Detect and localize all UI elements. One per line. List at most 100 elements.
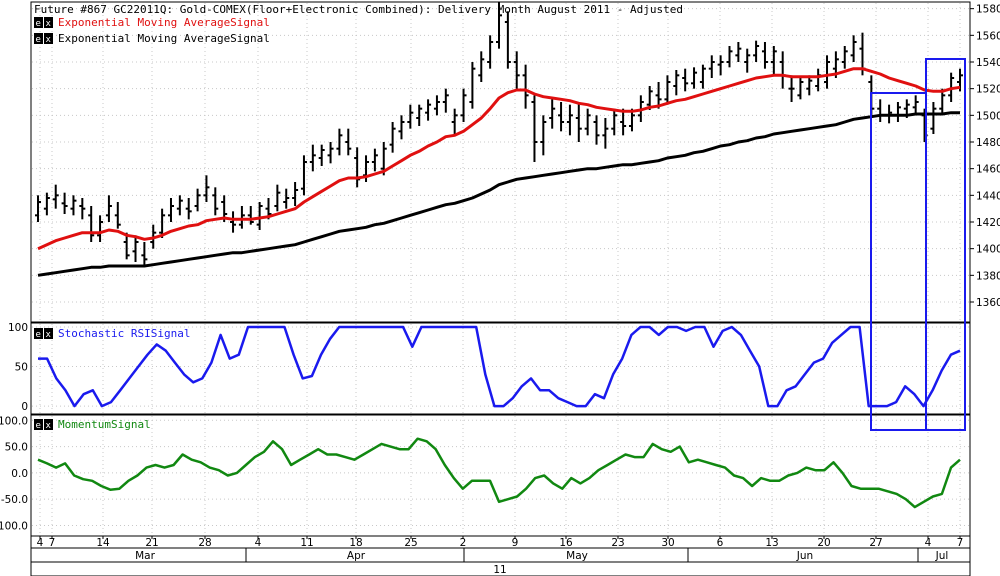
ohlc-bar [371, 148, 378, 172]
ohlc-bar [620, 108, 627, 136]
ohlc-bar [105, 195, 112, 222]
year-label: 11 [493, 564, 506, 576]
momentum-tick-label: 100.0 [0, 415, 28, 427]
ohlc-bar [566, 104, 573, 136]
ohlc-bar [451, 108, 458, 136]
ohlc-bar [283, 188, 290, 209]
chart-title: Future #867 GC22011Q: Gold-COMEX(Floor+E… [34, 3, 683, 16]
day-tick-label: 4 [37, 537, 44, 549]
ohlc-bar [238, 206, 245, 229]
ohlc-bar [389, 122, 396, 153]
ohlc-bar [824, 55, 831, 89]
ohlc-bar [114, 202, 121, 229]
legend-stochastic-rsi: Stochastic RSISignal [58, 327, 190, 340]
price-tick-label: 1460 [976, 164, 1000, 176]
month-label: Jul [935, 550, 949, 562]
price-panel [30, 1, 971, 323]
badge-x-label: x [46, 330, 52, 340]
ohlc-bar [788, 75, 795, 102]
day-tick-label: 4 [925, 537, 932, 549]
ohlc-bar [300, 155, 307, 196]
ohlc-bar [797, 78, 804, 100]
day-tick-label: 27 [869, 537, 882, 549]
ohlc-bar [753, 40, 760, 62]
day-tick-label: 13 [765, 537, 778, 549]
day-tick-label: 23 [611, 537, 624, 549]
ohlc-bar [504, 11, 511, 69]
day-tick-label: 9 [512, 537, 519, 549]
month-label: Mar [135, 550, 155, 562]
ohlc-bar [531, 95, 538, 162]
price-tick-label: 1400 [976, 244, 1000, 256]
ohlc-bar [203, 175, 210, 202]
ohlc-bar [442, 88, 449, 113]
stoch-tick-label: 100 [8, 322, 28, 334]
ohlc-bar [770, 46, 777, 76]
ohlc-bar [912, 95, 919, 116]
ohlc-bar [167, 198, 174, 222]
ohlc-bar [159, 208, 166, 238]
ohlc-bar [708, 55, 715, 78]
badge-e [34, 328, 43, 339]
ohlc-bar [460, 88, 467, 122]
ohlc-bar [70, 195, 77, 216]
badge-x [44, 17, 53, 28]
ohlc-bar [469, 62, 476, 109]
badge-e-label: e [36, 421, 41, 431]
badge-e [34, 17, 43, 28]
badge-x [44, 33, 53, 44]
ohlc-bar [407, 104, 414, 129]
ohlc-bar [664, 75, 671, 105]
ohlc-bar [806, 75, 813, 96]
ohlc-bar [35, 195, 41, 222]
ohlc-bar [256, 202, 263, 230]
ohlc-bar [425, 99, 432, 121]
ohlc-bar [97, 215, 104, 242]
day-tick-label: 4 [255, 537, 262, 549]
badge-x-label: x [46, 35, 52, 45]
ohlc-bar [194, 188, 201, 212]
ohlc-bar [336, 128, 343, 156]
ohlc-bar [487, 35, 494, 69]
ohlc-bar [699, 64, 706, 89]
ohlc-bar [841, 46, 848, 69]
ohlc-bar [52, 184, 59, 209]
stoch-tick-label: 0 [21, 401, 28, 413]
momentum-tick-label: 0.0 [11, 468, 28, 480]
badge-x [44, 419, 53, 430]
badge-x [44, 328, 53, 339]
day-tick-label: 14 [96, 537, 110, 549]
day-tick-label: 18 [349, 537, 362, 549]
price-tick-label: 1440 [976, 190, 1000, 202]
ohlc-bar [673, 70, 680, 96]
ohlc-bar [318, 144, 325, 166]
ohlc-bar [416, 104, 423, 126]
month-label: May [566, 550, 588, 562]
momentum-panel [30, 414, 971, 537]
ohlc-bar [726, 46, 733, 68]
day-tick-label: 7 [49, 537, 56, 549]
price-tick-label: 1580 [976, 4, 1000, 16]
day-tick-label: 25 [404, 537, 417, 549]
price-tick-label: 1480 [976, 137, 1000, 149]
ohlc-bar [309, 144, 316, 172]
badge-x-label: x [46, 421, 52, 431]
ohlc-bar [602, 118, 609, 149]
ohlc-bar [655, 82, 662, 109]
ohlc-bar [691, 67, 698, 89]
momentum-tick-label: -50.0 [1, 494, 28, 506]
ohlc-bar [850, 35, 857, 62]
day-tick-label: 20 [817, 537, 830, 549]
stochastic-panel [30, 322, 971, 415]
ohlc-bar [292, 182, 299, 206]
price-tick-label: 1520 [976, 84, 1000, 96]
ohlc-bar [540, 115, 547, 156]
badge-e [34, 419, 43, 430]
ohlc-bar [141, 242, 148, 265]
ohlc-bar [43, 192, 50, 216]
ohlc-bar [433, 95, 440, 116]
badge-e-label: e [36, 19, 41, 29]
ohlc-bar [549, 99, 556, 129]
day-tick-label: 30 [661, 537, 674, 549]
